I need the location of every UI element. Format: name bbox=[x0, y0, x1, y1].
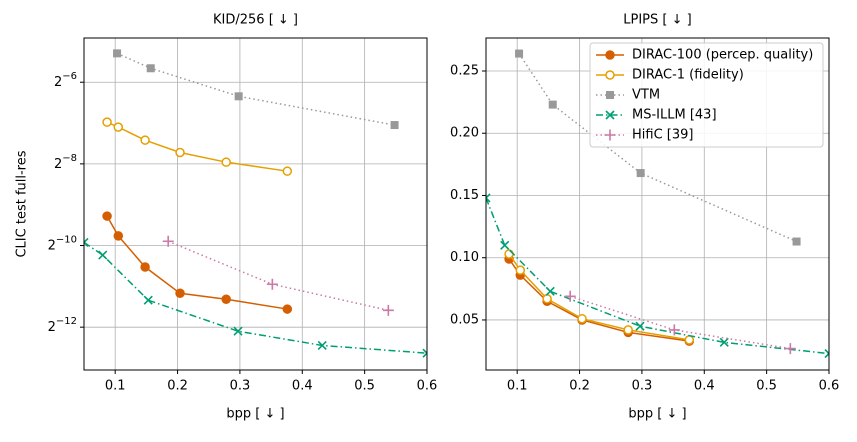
x-tick-label: 0.3 bbox=[632, 379, 653, 394]
axes-frame bbox=[83, 37, 428, 371]
marker bbox=[542, 294, 552, 304]
marker bbox=[140, 262, 150, 272]
legend-label: DIRAC-1 (fidelity) bbox=[632, 68, 744, 83]
marker bbox=[234, 92, 243, 101]
series-line bbox=[518, 53, 797, 243]
x-tick-label: 0.3 bbox=[230, 379, 251, 394]
marker bbox=[162, 235, 174, 247]
y-tick-label: 2−10 bbox=[48, 235, 77, 254]
marker bbox=[422, 348, 427, 358]
y-tick-label: 2−12 bbox=[48, 316, 77, 335]
marker bbox=[266, 278, 278, 290]
marker bbox=[146, 64, 155, 73]
marker bbox=[792, 237, 801, 246]
subplot: 0.1 0.2 0.3 0.4 0.5 0.6 0.05 0.10 0.15 0.20 0.25 LP… bbox=[450, 13, 839, 422]
chart-title: KID/256 [ ↓ ] bbox=[213, 13, 298, 28]
marker bbox=[282, 304, 293, 314]
marker bbox=[515, 49, 524, 58]
marker bbox=[102, 211, 112, 221]
marker bbox=[635, 321, 645, 331]
marker bbox=[102, 117, 112, 127]
marker bbox=[233, 326, 243, 336]
legend: DIRAC-100 (percep. quality) DIRAC-1 (fide… bbox=[589, 42, 824, 148]
marker bbox=[545, 286, 555, 296]
y-axis-label: CLIC test full-res bbox=[15, 150, 30, 257]
marker bbox=[175, 147, 185, 158]
series-line bbox=[508, 258, 690, 342]
marker bbox=[636, 169, 645, 178]
y-tick-label: 0.15 bbox=[450, 188, 479, 203]
marker bbox=[577, 313, 587, 324]
marker bbox=[221, 157, 231, 167]
marker bbox=[548, 100, 557, 109]
x-tick-label: 0.1 bbox=[105, 379, 126, 394]
marker bbox=[824, 349, 829, 359]
legend-label: VTM bbox=[632, 88, 660, 103]
series-line bbox=[167, 240, 389, 312]
legend-marker bbox=[604, 129, 616, 141]
x-tick-label: 0.1 bbox=[507, 379, 528, 394]
marker bbox=[784, 343, 796, 355]
series-line bbox=[486, 197, 829, 355]
x-tick-label: 0.6 bbox=[819, 379, 840, 394]
marker bbox=[143, 295, 153, 305]
marker bbox=[719, 337, 729, 347]
legend-label: HifiC [39] bbox=[632, 128, 693, 143]
marker bbox=[140, 135, 150, 145]
marker bbox=[564, 290, 576, 302]
marker bbox=[515, 265, 526, 275]
x-tick-label: 0.6 bbox=[417, 379, 438, 394]
marker bbox=[221, 294, 231, 305]
legend-label: DIRAC-100 (percep. quality) bbox=[632, 48, 813, 63]
marker bbox=[390, 121, 399, 130]
marker bbox=[500, 240, 510, 250]
series-line bbox=[106, 215, 288, 310]
series-line bbox=[116, 52, 395, 126]
legend-marker bbox=[606, 91, 614, 99]
x-tick-label: 0.2 bbox=[167, 379, 188, 394]
legend-label: MS-ILLM [43] bbox=[632, 108, 717, 123]
series-group bbox=[486, 49, 829, 359]
marker bbox=[175, 288, 185, 299]
marker bbox=[317, 340, 327, 351]
series-line bbox=[508, 253, 690, 341]
marker bbox=[113, 122, 124, 132]
series-group bbox=[84, 49, 427, 358]
x-tick-label: 0.4 bbox=[292, 379, 313, 394]
legend-marker bbox=[605, 70, 615, 80]
marker bbox=[504, 249, 514, 259]
series-line bbox=[84, 241, 427, 354]
y-tick-label: 0.10 bbox=[450, 250, 479, 265]
marker bbox=[84, 237, 89, 247]
y-tick-label: 0.25 bbox=[450, 63, 479, 78]
subplot: 0.1 0.2 0.3 0.4 0.5 0.6 2−6 2−8 2−10 2−12 KID/256 … bbox=[15, 13, 438, 422]
y-tick-label: 0.05 bbox=[450, 312, 479, 327]
legend-marker bbox=[605, 50, 615, 60]
y-tick-label: 0.20 bbox=[450, 126, 479, 141]
marker bbox=[486, 193, 491, 203]
marker bbox=[98, 250, 108, 260]
chart-title: LPIPS [ ↓ ] bbox=[623, 13, 691, 28]
legend-box bbox=[589, 42, 824, 148]
x-tick-label: 0.5 bbox=[756, 379, 777, 394]
x-axis-label: bpp [ ↓ ] bbox=[226, 407, 284, 422]
marker bbox=[684, 335, 695, 345]
x-tick-label: 0.2 bbox=[569, 379, 590, 394]
marker bbox=[282, 166, 293, 176]
legend-marker bbox=[605, 110, 615, 120]
marker bbox=[668, 324, 680, 336]
y-tick-label: 2−8 bbox=[54, 153, 77, 172]
series-line bbox=[569, 295, 791, 350]
y-tick-label: 2−6 bbox=[54, 71, 77, 90]
axes-frame bbox=[485, 37, 830, 371]
marker bbox=[382, 304, 394, 316]
marker bbox=[113, 49, 122, 58]
marker bbox=[113, 231, 124, 241]
x-tick-label: 0.5 bbox=[354, 379, 375, 394]
marker bbox=[623, 325, 633, 335]
x-axis-label: bpp [ ↓ ] bbox=[628, 407, 686, 422]
x-tick-label: 0.4 bbox=[694, 379, 715, 394]
